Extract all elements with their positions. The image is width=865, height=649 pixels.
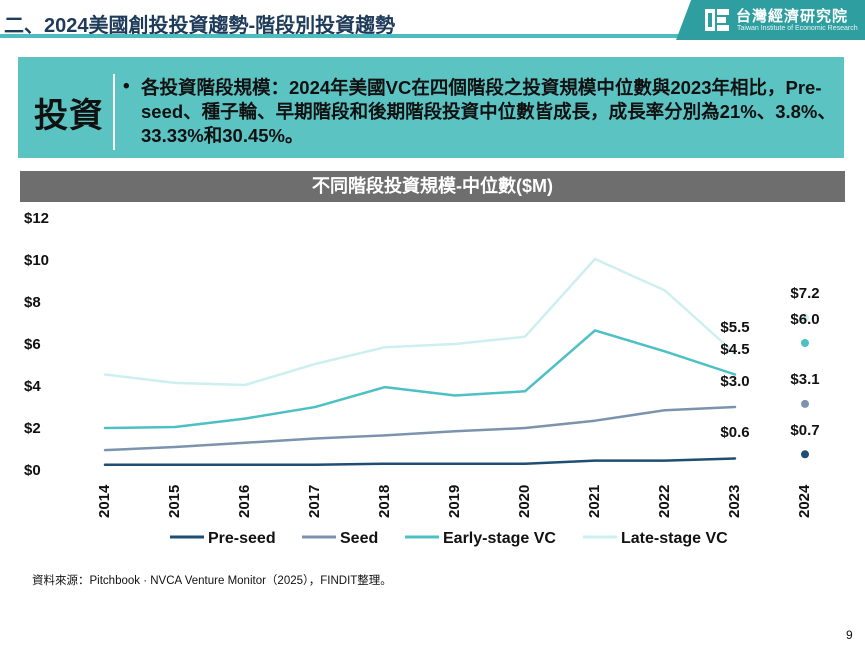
legend-label: Seed bbox=[340, 530, 378, 547]
summary-text: 各投資階段規模：2024年美國VC在四個階段之投資規模中位數與2023年相比，P… bbox=[141, 77, 836, 146]
chart-title: 不同階段投資規模-中位數($M) bbox=[20, 171, 845, 202]
data-label-2023: $5.5 bbox=[720, 319, 749, 336]
y-tick-label: $0 bbox=[24, 462, 41, 479]
series-line-seed bbox=[103, 405, 737, 452]
legend-label: Pre-seed bbox=[208, 530, 276, 547]
x-tick-label: 2014 bbox=[96, 484, 113, 518]
data-label-2023: $3.0 bbox=[720, 373, 749, 390]
legend-label: Early-stage VC bbox=[443, 530, 556, 547]
x-tick-label: 2023 bbox=[726, 485, 743, 518]
data-label-2024: $6.0 bbox=[790, 311, 819, 328]
series-line-early-stage-vc bbox=[103, 329, 737, 430]
x-tick-label: 2019 bbox=[446, 485, 463, 518]
y-tick-label: $6 bbox=[24, 336, 41, 353]
header-band bbox=[0, 34, 700, 38]
y-tick-label: $4 bbox=[24, 378, 41, 395]
x-tick-label: 2015 bbox=[166, 485, 183, 518]
data-label-2024: $3.1 bbox=[790, 371, 819, 388]
x-tick-label: 2020 bbox=[516, 485, 533, 518]
data-label-2024: $0.7 bbox=[790, 422, 819, 439]
y-tick-label: $10 bbox=[24, 252, 49, 269]
point-2024-seed bbox=[801, 399, 809, 408]
page-title: 二、2024美國創投投資趨勢-階段別投資趨勢 bbox=[4, 15, 396, 37]
y-tick-label: $2 bbox=[24, 420, 41, 437]
data-label-2023: $0.6 bbox=[720, 424, 749, 441]
line-chart: $12 $10 $8 $6 $4 $2 $0 2014 2015 2016 2017 2018 2019… bbox=[24, 210, 820, 547]
tier-logo-icon bbox=[705, 9, 729, 31]
page-number: 9 bbox=[846, 628, 853, 642]
logo-subtitle: Taiwan Institute of Economic Research bbox=[737, 25, 858, 32]
x-tick-label: 2018 bbox=[376, 485, 393, 518]
source-note: 資料來源：Pitchbook · NVCA Venture Monitor（20… bbox=[32, 575, 392, 587]
series-line-late-stage-vc bbox=[103, 257, 737, 387]
x-tick-label: 2017 bbox=[306, 485, 323, 518]
summary-divider bbox=[113, 74, 115, 150]
x-tick-label: 2021 bbox=[586, 485, 603, 518]
series-line-pre-seed bbox=[103, 457, 737, 467]
point-2024-late-stage-vc bbox=[801, 313, 809, 322]
logo-name: 台灣經濟研究院 bbox=[736, 8, 849, 25]
y-tick-label: $8 bbox=[24, 294, 41, 311]
summary-label: 投資 bbox=[34, 97, 104, 135]
summary-box bbox=[18, 57, 844, 158]
point-2024-pre-seed bbox=[801, 450, 809, 459]
point-2024-early-stage-vc bbox=[801, 339, 809, 347]
summary-bullet: • bbox=[123, 76, 130, 97]
legend-label: Late-stage VC bbox=[621, 530, 728, 547]
data-label-2023: $4.5 bbox=[720, 341, 749, 358]
y-tick-label: $12 bbox=[24, 210, 49, 227]
data-label-2024: $7.2 bbox=[790, 285, 819, 302]
x-tick-label: 2024 bbox=[796, 484, 813, 518]
x-tick-label: 2016 bbox=[236, 485, 253, 518]
x-tick-label: 2022 bbox=[656, 485, 673, 518]
